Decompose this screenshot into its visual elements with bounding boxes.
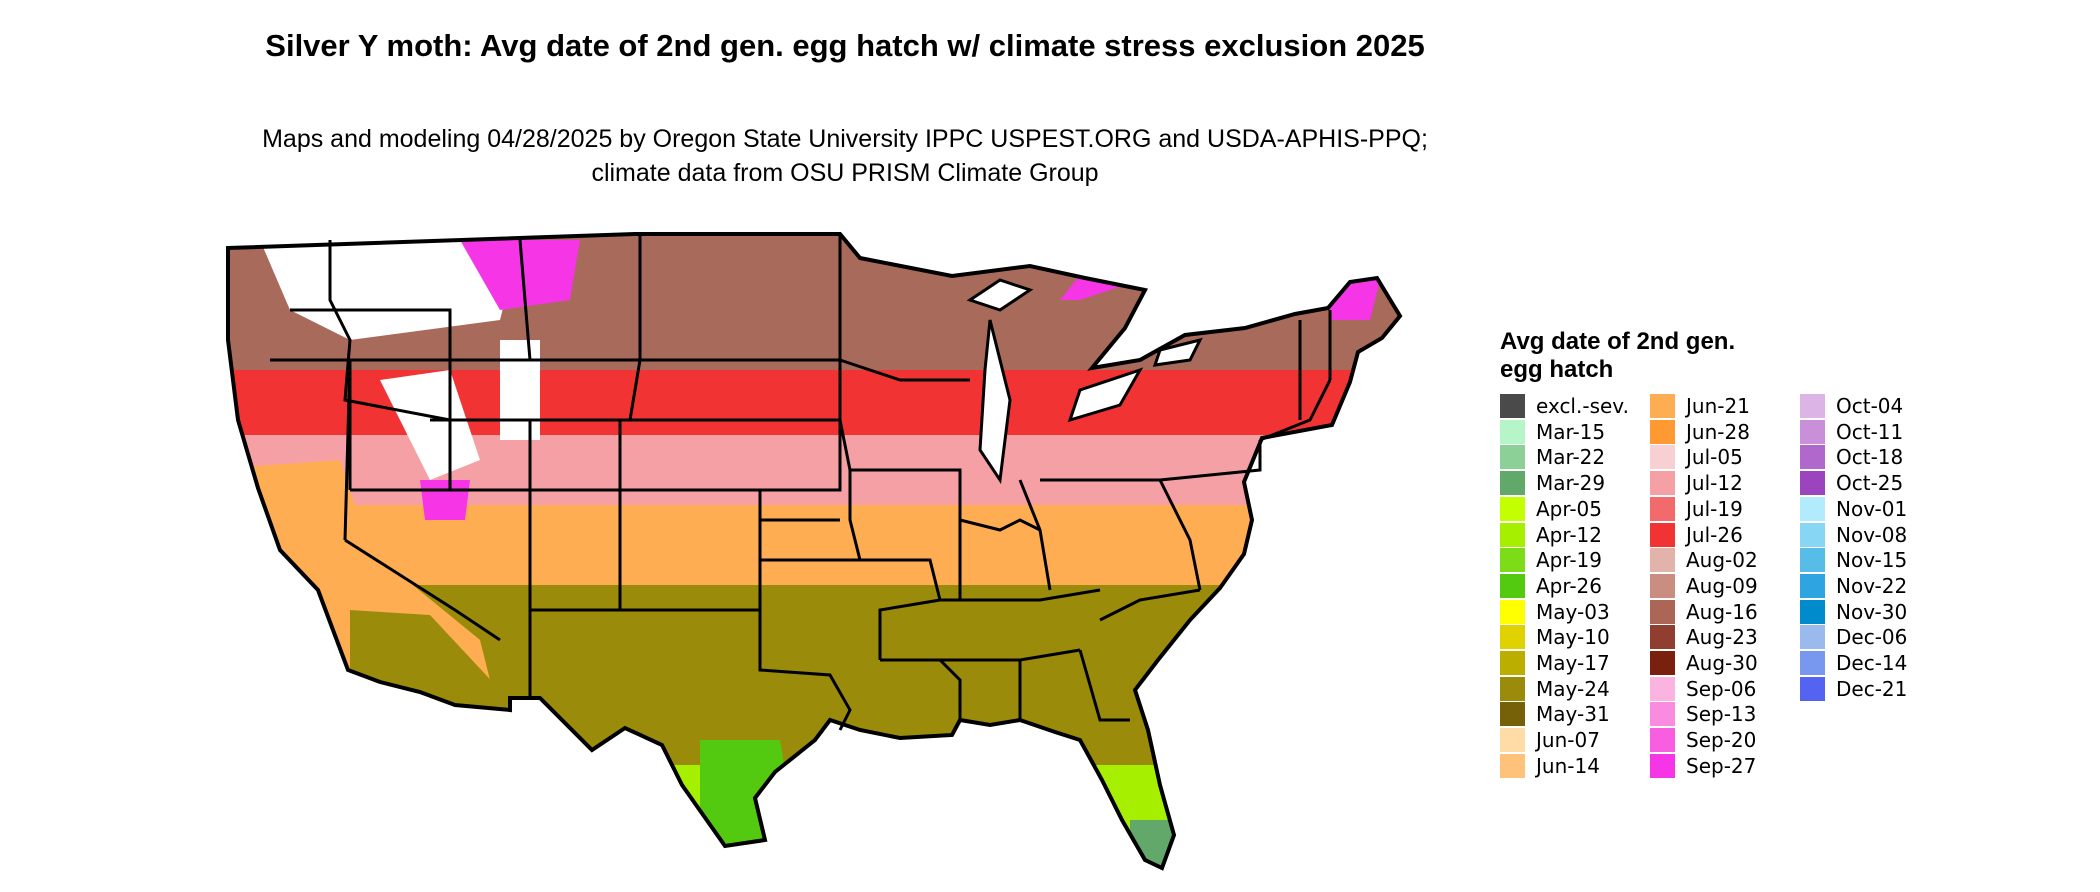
legend-label: Sep-20 — [1686, 728, 1757, 753]
legend-label: Oct-11 — [1836, 419, 1904, 444]
map-subtitle: Maps and modeling 04/28/2025 by Oregon S… — [262, 125, 1428, 187]
legend-swatch — [1800, 394, 1825, 418]
legend-swatch — [1650, 548, 1675, 573]
legend-swatch — [1800, 573, 1825, 598]
legend-swatch — [1500, 471, 1525, 496]
legend-label: Apr-05 — [1536, 496, 1602, 521]
legend-label: Nov-15 — [1836, 548, 1908, 573]
great-lakes — [966, 278, 1203, 485]
zone-florida-tip — [1130, 820, 1190, 868]
legend-label: Jun-21 — [1686, 394, 1750, 418]
legend-label: Mar-29 — [1536, 471, 1606, 496]
legend-swatch — [1500, 496, 1525, 521]
legend-label: Nov-30 — [1836, 599, 1908, 624]
legend-swatch — [1500, 625, 1525, 650]
legend-swatch — [1500, 753, 1525, 778]
legend-title: Avg date of 2nd gen. egg hatch — [1500, 328, 1736, 383]
legend-label: Aug-02 — [1686, 548, 1758, 573]
legend-swatch — [1800, 496, 1825, 521]
legend-label: Nov-01 — [1836, 496, 1908, 521]
legend-swatch — [1500, 573, 1525, 598]
legend-swatch — [1500, 522, 1525, 547]
legend-swatch — [1800, 522, 1825, 547]
legend-label: Oct-04 — [1836, 394, 1904, 418]
legend-swatch — [1650, 676, 1675, 701]
legend-label: Aug-30 — [1686, 651, 1758, 675]
legend-label: Jul-05 — [1686, 445, 1743, 470]
legend-label: Mar-22 — [1536, 445, 1606, 470]
legend-swatch — [1800, 548, 1825, 573]
legend-swatch — [1650, 394, 1675, 418]
legend-swatch — [1500, 728, 1525, 753]
legend-swatch — [1800, 625, 1825, 650]
legend-label: Jun-28 — [1686, 419, 1750, 444]
legend-swatch — [1800, 676, 1825, 701]
legend-label: Mar-15 — [1536, 419, 1606, 444]
legend-swatch — [1500, 394, 1525, 418]
legend-swatch — [1800, 445, 1825, 470]
legend-label: Sep-06 — [1686, 676, 1757, 701]
legend-label: Apr-19 — [1536, 548, 1602, 573]
legend-swatch — [1500, 651, 1525, 675]
legend-swatch — [1500, 676, 1525, 701]
legend-label: Jul-26 — [1686, 522, 1743, 547]
legend-swatch — [1650, 599, 1675, 624]
legend-label: Jun-07 — [1536, 728, 1600, 753]
legend-label: Oct-18 — [1836, 445, 1904, 470]
legend-label: May-31 — [1536, 702, 1610, 727]
state-boundaries — [270, 234, 1332, 731]
legend-label: Sep-13 — [1686, 702, 1757, 727]
legend-swatch — [1650, 445, 1675, 470]
legend-label: Dec-14 — [1836, 651, 1908, 675]
legend-swatch — [1800, 471, 1825, 496]
legend-label: May-03 — [1536, 599, 1610, 624]
legend-swatch — [1650, 625, 1675, 650]
legend-swatch — [1650, 702, 1675, 727]
map-title: Silver Y moth: Avg date of 2nd gen. egg … — [265, 28, 1425, 63]
legend-label: May-17 — [1536, 651, 1610, 675]
legend-label: Aug-09 — [1686, 573, 1758, 598]
legend-swatch — [1650, 522, 1675, 547]
legend-label: Nov-22 — [1836, 573, 1908, 598]
legend-label: May-24 — [1536, 676, 1610, 701]
legend-label: Oct-25 — [1836, 471, 1904, 496]
legend-label: Aug-16 — [1686, 599, 1758, 624]
legend-label: Jul-12 — [1686, 471, 1743, 496]
zone-high-elevation — [420, 240, 1380, 520]
legend-swatch — [1650, 651, 1675, 675]
legend-label: Nov-08 — [1836, 522, 1908, 547]
legend-label: Jun-14 — [1536, 753, 1600, 778]
legend-swatch — [1650, 419, 1675, 444]
legend-label: Dec-21 — [1836, 676, 1908, 701]
legend-label: Aug-23 — [1686, 625, 1758, 650]
us-map — [226, 232, 1402, 870]
legend-label: Dec-06 — [1836, 625, 1908, 650]
legend-swatch — [1800, 419, 1825, 444]
legend-swatch — [1650, 471, 1675, 496]
legend-swatch — [1500, 599, 1525, 624]
legend-swatch — [1800, 599, 1825, 624]
legend-swatch — [1500, 702, 1525, 727]
legend-swatch — [1650, 753, 1675, 778]
legend-label: Apr-12 — [1536, 522, 1602, 547]
legend-swatch — [1500, 445, 1525, 470]
legend: Avg date of 2nd gen. egg hatch excl.-sev… — [1500, 328, 2060, 798]
legend-label: Jul-19 — [1686, 496, 1743, 521]
legend-swatch — [1650, 573, 1675, 598]
legend-swatch — [1800, 651, 1825, 675]
legend-label: May-10 — [1536, 625, 1610, 650]
legend-label: excl.-sev. — [1536, 394, 1629, 418]
legend-label: Apr-26 — [1536, 573, 1602, 598]
legend-swatch — [1500, 419, 1525, 444]
legend-label: Sep-27 — [1686, 753, 1757, 778]
legend-swatch — [1650, 728, 1675, 753]
legend-swatch — [1650, 496, 1675, 521]
legend-swatch — [1500, 548, 1525, 573]
